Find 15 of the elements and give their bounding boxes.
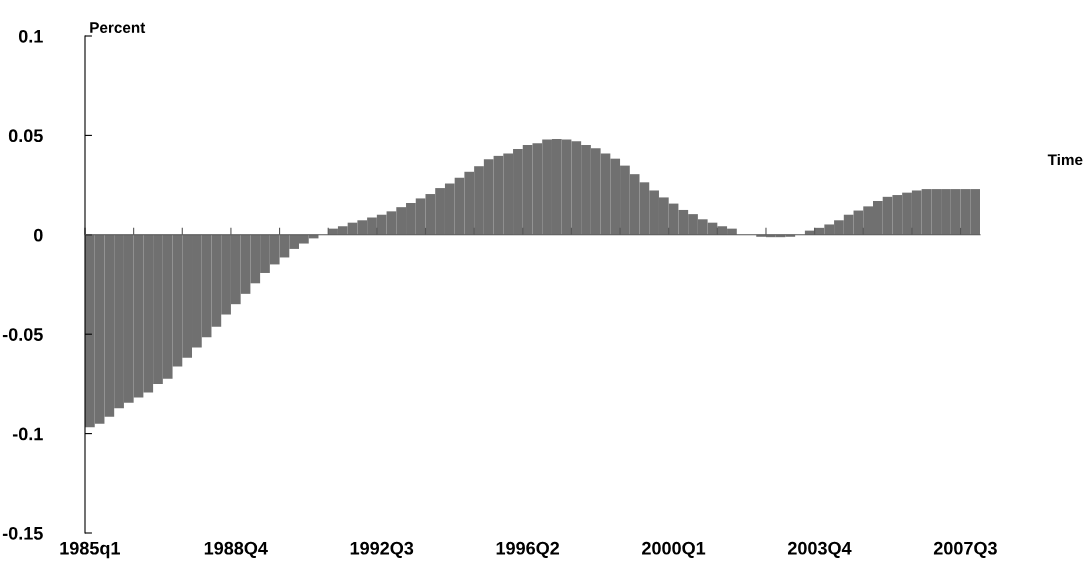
x-tick-label: 1992Q3 <box>350 541 414 558</box>
y-tick-label: -0.1 <box>12 427 43 441</box>
x-tick-label: 1996Q2 <box>496 541 560 558</box>
x-tick-label: 2007Q3 <box>933 541 997 558</box>
x-tick-label: 2000Q1 <box>642 541 706 558</box>
y-tick-label: 0 <box>34 228 43 242</box>
x-axis-title: Time <box>1047 153 1083 166</box>
x-tick-label: 1985q1 <box>60 541 120 559</box>
x-tick-label: 2003Q4 <box>787 541 852 558</box>
y-tick-label: -0.05 <box>2 328 43 341</box>
y-axis-title: Percent <box>90 22 146 33</box>
y-tick-label: 0.05 <box>8 129 43 143</box>
x-tick-label: 1988Q4 <box>204 541 268 558</box>
y-tick-label: -0.15 <box>2 526 43 540</box>
y-tick-label: 0.1 <box>18 29 43 43</box>
